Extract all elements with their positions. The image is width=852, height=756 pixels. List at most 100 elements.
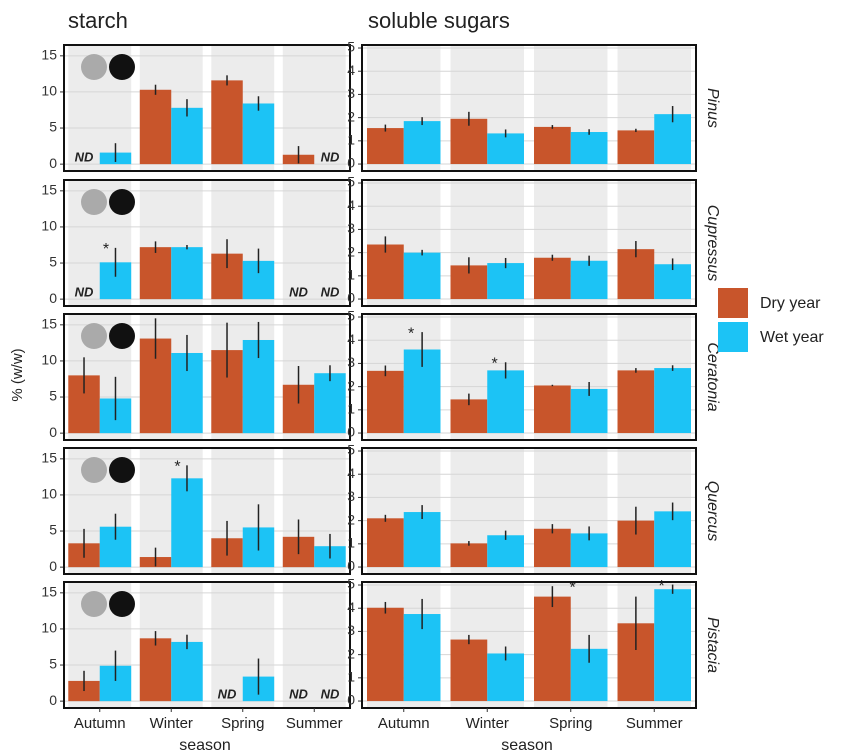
bar	[171, 641, 203, 702]
panel-border	[63, 581, 351, 709]
y-tick-label: 5	[49, 119, 57, 135]
y-tick-label: 15	[41, 47, 57, 63]
y-tick-label: 5	[49, 656, 57, 672]
legend-swatch	[718, 322, 748, 352]
nd-label: ND	[75, 150, 94, 165]
y-tick-label: 3	[347, 220, 355, 236]
bar	[450, 118, 488, 165]
row-label: Quercus	[704, 481, 721, 541]
y-tick-label: 5	[49, 522, 57, 538]
nd-label: ND	[321, 285, 340, 300]
y-tick-label: 2	[347, 377, 355, 393]
panel-border	[361, 313, 697, 441]
y-tick-label: 3	[347, 85, 355, 101]
y-tick-label: 4	[347, 599, 355, 615]
bar	[654, 589, 691, 702]
bar	[211, 80, 243, 165]
significance-mark: *	[174, 459, 180, 476]
y-tick-label: 1	[347, 132, 355, 148]
bar	[171, 478, 203, 568]
nd-label: ND	[218, 687, 237, 702]
bar	[487, 263, 524, 300]
x-tick-label: Spring	[221, 715, 264, 732]
y-tick-label: 3	[347, 622, 355, 638]
significance-mark: *	[491, 355, 497, 372]
panel-border	[361, 179, 697, 307]
significance-mark: *	[408, 325, 414, 342]
y-tick-label: 10	[41, 486, 57, 502]
tree-icon	[109, 591, 135, 617]
x-tick-label: Winter	[466, 715, 509, 732]
x-tick-label: Spring	[549, 715, 592, 732]
bar	[534, 596, 571, 702]
bar	[450, 639, 488, 702]
x-tick-label: Summer	[626, 715, 683, 732]
tree-icon	[109, 189, 135, 215]
y-tick-label: 5	[49, 388, 57, 404]
bar	[570, 388, 608, 434]
y-tick-label: 4	[347, 197, 355, 213]
nd-label: ND	[289, 285, 308, 300]
bar	[487, 535, 524, 568]
bar	[403, 121, 441, 165]
bar	[654, 368, 691, 434]
bar	[139, 89, 172, 165]
category-band	[282, 180, 346, 306]
bar	[617, 370, 655, 434]
bar	[450, 543, 488, 568]
y-tick-label: 15	[41, 316, 57, 332]
x-axis-label: season	[501, 737, 553, 754]
panel-border	[361, 447, 697, 575]
x-axis-label: season	[179, 737, 231, 754]
y-tick-label: 5	[347, 308, 355, 324]
tree-icon	[81, 323, 107, 349]
y-tick-label: 0	[347, 558, 355, 574]
bar	[534, 528, 571, 568]
y-tick-label: 5	[347, 442, 355, 458]
y-tick-label: 5	[347, 39, 355, 55]
y-tick-label: 2	[347, 108, 355, 124]
y-tick-label: 10	[41, 620, 57, 636]
nd-label: ND	[321, 150, 340, 165]
bar	[367, 244, 404, 300]
bar	[570, 132, 608, 165]
tree-icon	[109, 54, 135, 80]
nd-label: ND	[289, 687, 308, 702]
bar	[171, 247, 203, 300]
bar	[534, 385, 571, 434]
tree-icon	[81, 591, 107, 617]
tree-icon	[109, 457, 135, 483]
x-tick-label: Autumn	[74, 715, 126, 732]
y-tick-label: 1	[347, 401, 355, 417]
y-tick-label: 5	[347, 576, 355, 592]
bar	[242, 103, 275, 165]
nd-label: ND	[321, 687, 340, 702]
bar	[487, 370, 524, 434]
y-tick-label: 0	[347, 290, 355, 306]
y-tick-label: 0	[347, 155, 355, 171]
bar	[314, 373, 346, 434]
row-label: Cupressus	[704, 205, 721, 281]
bar	[367, 128, 404, 165]
category-band	[282, 45, 346, 171]
y-tick-label: 10	[41, 352, 57, 368]
y-tick-label: 2	[347, 511, 355, 527]
y-tick-label: 5	[49, 254, 57, 270]
category-band	[282, 582, 346, 708]
y-tick-label: 3	[347, 354, 355, 370]
bar	[654, 114, 691, 165]
bar	[139, 247, 172, 300]
y-tick-label: 0	[49, 155, 57, 171]
bar	[654, 511, 691, 568]
y-tick-label: 5	[347, 174, 355, 190]
bar	[139, 638, 172, 702]
y-tick-label: 1	[347, 267, 355, 283]
significance-mark: *	[103, 241, 109, 258]
bar	[403, 252, 441, 300]
y-tick-label: 4	[347, 465, 355, 481]
bar	[367, 607, 404, 702]
x-tick-label: Autumn	[378, 715, 430, 732]
panel-border	[63, 313, 351, 441]
y-tick-label: 0	[49, 558, 57, 574]
tree-icon	[81, 54, 107, 80]
